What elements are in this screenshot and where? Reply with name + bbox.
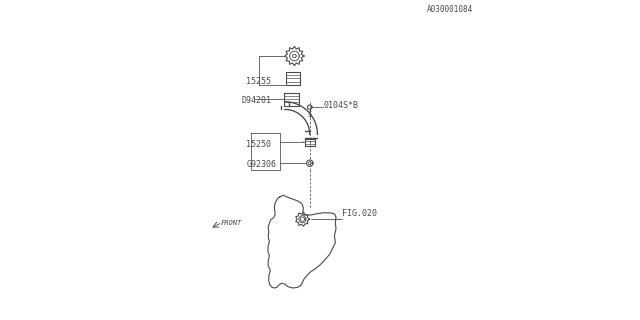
Text: D94201: D94201 [242,96,271,105]
Text: G92306: G92306 [247,160,277,169]
Text: 15255: 15255 [246,77,271,86]
Text: A030001084: A030001084 [428,5,474,14]
Text: FIG.020: FIG.020 [342,209,378,218]
Text: 0104S*B: 0104S*B [323,101,358,110]
Text: FRONT: FRONT [221,220,242,226]
Text: 15250: 15250 [246,140,271,149]
